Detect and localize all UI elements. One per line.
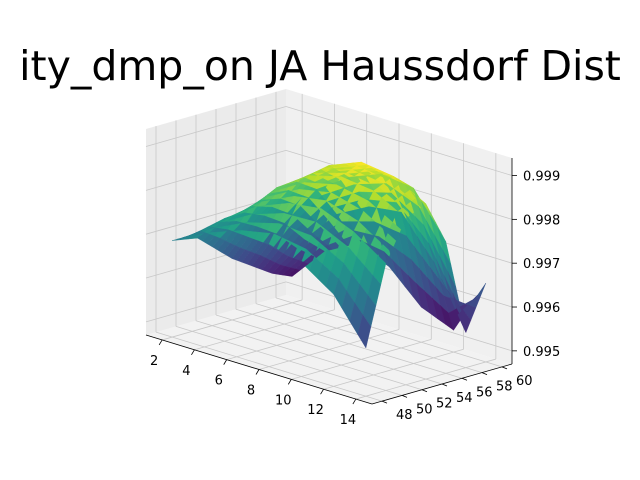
y-gridline-floor — [215, 314, 443, 385]
y-tick-label: 58 — [496, 380, 513, 395]
y-tick-mark — [461, 377, 468, 381]
chart-title: ity_dmp_on JA Haussdorf Dist — [19, 42, 621, 90]
z-tick-label: 0.995 — [523, 345, 560, 360]
z-gridline-left — [145, 106, 287, 147]
z-tick-label: 0.998 — [523, 213, 560, 228]
x-tick-mark — [352, 398, 357, 405]
y-tick-mark — [381, 400, 388, 404]
x-tick-mark — [287, 379, 292, 385]
y-tick-label: 50 — [416, 402, 433, 417]
z-gridline-back — [285, 281, 513, 352]
z-tick-label: 0.997 — [523, 257, 560, 272]
surface-facet — [172, 237, 186, 241]
z-gridline-left — [145, 281, 287, 323]
y-tick-mark — [501, 366, 508, 370]
x-tick-mark — [158, 339, 163, 346]
x-tick-label: 2 — [150, 354, 158, 369]
x-tick-label: 4 — [182, 364, 190, 379]
x-tick-mark — [320, 389, 324, 395]
surface-facet — [440, 304, 454, 331]
y-tick-mark — [441, 383, 448, 387]
y-tick-mark — [401, 395, 408, 398]
z-tick-label: 0.996 — [523, 301, 560, 316]
y-tick-label: 60 — [516, 374, 533, 389]
y-gridline-floor — [155, 331, 383, 402]
x-tick-mark — [223, 359, 228, 365]
z-tick-label: 0.999 — [523, 170, 560, 185]
x-tick-label: 14 — [340, 413, 357, 428]
y-gridline-floor — [175, 326, 403, 396]
z-gridline-left — [145, 149, 287, 191]
x-tick-label: 6 — [215, 374, 223, 389]
surface-facet — [286, 268, 301, 277]
x-tick-label: 10 — [275, 393, 292, 408]
surface-facet — [457, 309, 472, 334]
y-tick-mark — [481, 372, 488, 375]
y-tick-mark — [421, 389, 428, 393]
x-tick-label: 12 — [307, 403, 324, 418]
y-tick-label: 48 — [396, 408, 413, 423]
y-gridline-floor — [275, 297, 503, 368]
y-tick-label: 52 — [436, 397, 453, 412]
y-gridline-floor — [235, 308, 463, 379]
y-gridline-floor — [255, 303, 483, 373]
x-tick-mark — [191, 349, 195, 355]
z-gridline-back — [285, 106, 513, 176]
y-gridline-floor — [195, 320, 423, 391]
y-tick-label: 56 — [476, 385, 493, 400]
x-tick-mark — [255, 369, 260, 375]
surface-facet — [357, 314, 372, 349]
y-tick-label: 54 — [456, 391, 473, 406]
x-tick-label: 8 — [247, 384, 255, 399]
surface-mesh — [172, 161, 487, 349]
tick-labels: 2 4 6 8 10 12 14 48 50 52 54 56 58 60 0.995 0.996 0.997 0… — [150, 170, 560, 429]
